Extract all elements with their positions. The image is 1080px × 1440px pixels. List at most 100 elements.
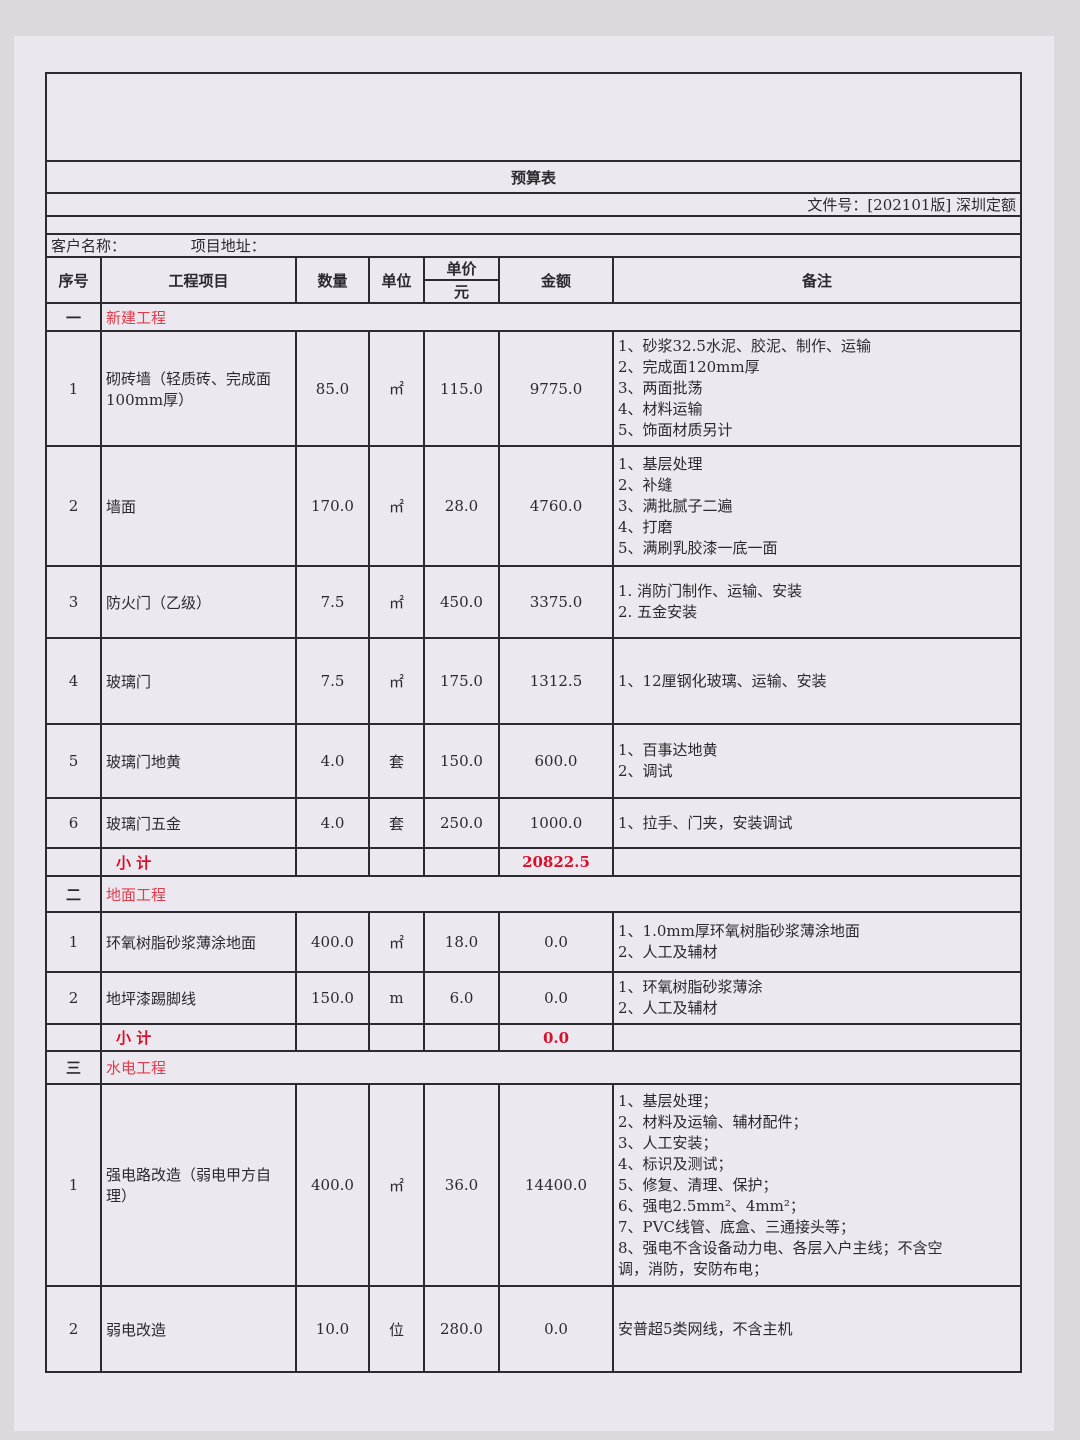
remark-line: 8、强电不含设备动力电、各层入户主线；不含空 bbox=[618, 1238, 943, 1257]
remark-line: 6、强电2.5mm²、4mm²； bbox=[618, 1196, 805, 1215]
remark-line: 3、满批腻子二遍 bbox=[618, 496, 733, 515]
remark-line: 5、修复、清理、保护； bbox=[618, 1175, 778, 1194]
address-label: 项目地址： bbox=[190, 237, 266, 255]
section-name: 新建工程 bbox=[99, 302, 1023, 332]
row-amount: 600.0 bbox=[498, 723, 614, 799]
section-no: 二 bbox=[45, 875, 102, 913]
subtotal-blank bbox=[45, 847, 102, 877]
header-remarks: 备注 bbox=[611, 256, 1023, 304]
row-qty: 400.0 bbox=[295, 911, 370, 973]
section-no: 一 bbox=[45, 302, 102, 332]
remark-line: 5、饰面材质另计 bbox=[618, 421, 733, 439]
row-item: 弱电改造 bbox=[100, 1285, 297, 1373]
table-row: 4 玻璃门 7.5 ㎡ 175.0 1312.5 1、12厘钢化玻璃、运输、安装 bbox=[45, 637, 1023, 725]
row-price: 18.0 bbox=[423, 911, 500, 973]
remark-line: 7、PVC线管、底盒、三通接头等； bbox=[618, 1217, 855, 1236]
table-row: 3 防火门（乙级） 7.5 ㎡ 450.0 3375.0 1. 消防门制作、运输… bbox=[45, 565, 1023, 639]
row-unit: 位 bbox=[368, 1285, 425, 1373]
remark-line: 5、满刷乳胶漆一底一面 bbox=[618, 538, 778, 557]
customer-row: 客户名称： 项目地址： bbox=[44, 233, 1023, 258]
remark-line: 2、人工及辅材 bbox=[618, 943, 718, 961]
section-name: 水电工程 bbox=[99, 1050, 1023, 1085]
remark-line: 4、材料运输 bbox=[618, 400, 703, 418]
subtotal-amount: 0.0 bbox=[498, 1023, 614, 1052]
page-title: 预算表 bbox=[44, 160, 1023, 194]
row-no: 6 bbox=[45, 797, 102, 849]
remark-line: 1、砂浆32.5水泥、胶泥、制作、运输 bbox=[618, 337, 871, 355]
remark-line: 调，消防，安防布电； bbox=[618, 1259, 769, 1278]
row-price: 36.0 bbox=[423, 1083, 500, 1287]
section-row: 三 水电工程 bbox=[45, 1050, 1023, 1085]
row-unit: ㎡ bbox=[368, 565, 425, 639]
header-price-unit: 元 bbox=[423, 279, 500, 304]
row-qty: 7.5 bbox=[295, 637, 370, 725]
table-row: 1 砌砖墙（轻质砖、完成面100mm厚） 85.0 ㎡ 115.0 9775.0… bbox=[45, 330, 1023, 447]
remark-line: 1. 消防门制作、运输、安装 bbox=[618, 582, 803, 600]
row-price: 6.0 bbox=[423, 971, 500, 1025]
row-amount: 4760.0 bbox=[498, 445, 614, 567]
row-no: 1 bbox=[45, 911, 102, 973]
row-price: 450.0 bbox=[423, 565, 500, 639]
row-no: 1 bbox=[45, 1083, 102, 1287]
subtotal-blank bbox=[368, 1023, 425, 1052]
row-unit: m bbox=[368, 971, 425, 1025]
row-remarks: 1、12厘钢化玻璃、运输、安装 bbox=[611, 637, 1023, 725]
row-no: 5 bbox=[45, 723, 102, 799]
row-item: 墙面 bbox=[100, 445, 297, 567]
row-amount: 0.0 bbox=[498, 911, 614, 973]
row-qty: 4.0 bbox=[295, 797, 370, 849]
row-unit: ㎡ bbox=[368, 911, 425, 973]
table-row: 2 地坪漆踢脚线 150.0 m 6.0 0.0 1、环氧树脂砂浆薄涂 2、人工及… bbox=[45, 971, 1023, 1025]
subtotal-blank bbox=[611, 847, 1023, 877]
remark-line: 2、调试 bbox=[618, 762, 673, 780]
row-no: 2 bbox=[45, 971, 102, 1025]
subtotal-row: 小 计 20822.5 bbox=[45, 847, 1023, 877]
remark-line: 1、百事达地黄 bbox=[618, 741, 718, 759]
row-amount: 0.0 bbox=[498, 1285, 614, 1373]
row-amount: 0.0 bbox=[498, 971, 614, 1025]
row-price: 115.0 bbox=[423, 330, 500, 447]
row-qty: 150.0 bbox=[295, 971, 370, 1025]
header-item: 工程项目 bbox=[100, 256, 297, 304]
row-remarks: 安普超5类网线，不含主机 bbox=[611, 1285, 1023, 1373]
row-remarks: 1、拉手、门夹，安装调试 bbox=[611, 797, 1023, 849]
row-price: 150.0 bbox=[423, 723, 500, 799]
row-price: 28.0 bbox=[423, 445, 500, 567]
section-name: 地面工程 bbox=[99, 875, 1023, 913]
header-no: 序号 bbox=[45, 256, 102, 304]
blank-row bbox=[44, 215, 1023, 235]
table-row: 1 环氧树脂砂浆薄涂地面 400.0 ㎡ 18.0 0.0 1、1.0mm厚环氧… bbox=[45, 911, 1023, 973]
row-price: 280.0 bbox=[423, 1285, 500, 1373]
row-item: 砌砖墙（轻质砖、完成面100mm厚） bbox=[100, 330, 297, 447]
row-item: 环氧树脂砂浆薄涂地面 bbox=[100, 911, 297, 973]
section-row: 一 新建工程 bbox=[45, 302, 1023, 332]
subtotal-blank bbox=[45, 1023, 102, 1052]
row-unit: ㎡ bbox=[368, 330, 425, 447]
remark-line: 2、材料及运输、辅材配件； bbox=[618, 1112, 808, 1131]
remark-line: 1、拉手、门夹，安装调试 bbox=[618, 813, 793, 832]
table-row: 6 玻璃门五金 4.0 套 250.0 1000.0 1、拉手、门夹，安装调试 bbox=[45, 797, 1023, 849]
header-qty: 数量 bbox=[295, 256, 370, 304]
row-qty: 7.5 bbox=[295, 565, 370, 639]
row-amount: 14400.0 bbox=[498, 1083, 614, 1287]
table-row: 2 墙面 170.0 ㎡ 28.0 4760.0 1、基层处理 2、补缝 3、满批腻… bbox=[45, 445, 1023, 567]
row-no: 2 bbox=[45, 1285, 102, 1373]
row-unit: ㎡ bbox=[368, 1083, 425, 1287]
remark-line: 2、补缝 bbox=[618, 475, 673, 494]
row-no: 1 bbox=[45, 330, 102, 447]
subtotal-blank bbox=[295, 1023, 370, 1052]
remark-line: 4、打磨 bbox=[618, 517, 673, 536]
customer-label: 客户名称： bbox=[51, 237, 127, 255]
header-price: 单价 bbox=[423, 256, 500, 281]
section-no: 三 bbox=[45, 1050, 102, 1085]
row-item: 玻璃门地黄 bbox=[100, 723, 297, 799]
remark-line: 3、人工安装； bbox=[618, 1133, 718, 1152]
row-remarks: 1、砂浆32.5水泥、胶泥、制作、运输 2、完成面120mm厚 3、两面批荡 4、材料… bbox=[611, 330, 1023, 447]
row-qty: 85.0 bbox=[295, 330, 370, 447]
remark-line: 4、标识及测试； bbox=[618, 1154, 733, 1173]
row-remarks: 1、1.0mm厚环氧树脂砂浆薄涂地面 2、人工及辅材 bbox=[611, 911, 1023, 973]
subtotal-label: 小 计 bbox=[100, 1023, 297, 1052]
row-no: 4 bbox=[45, 637, 102, 725]
subtotal-amount: 20822.5 bbox=[498, 847, 614, 877]
row-unit: ㎡ bbox=[368, 445, 425, 567]
